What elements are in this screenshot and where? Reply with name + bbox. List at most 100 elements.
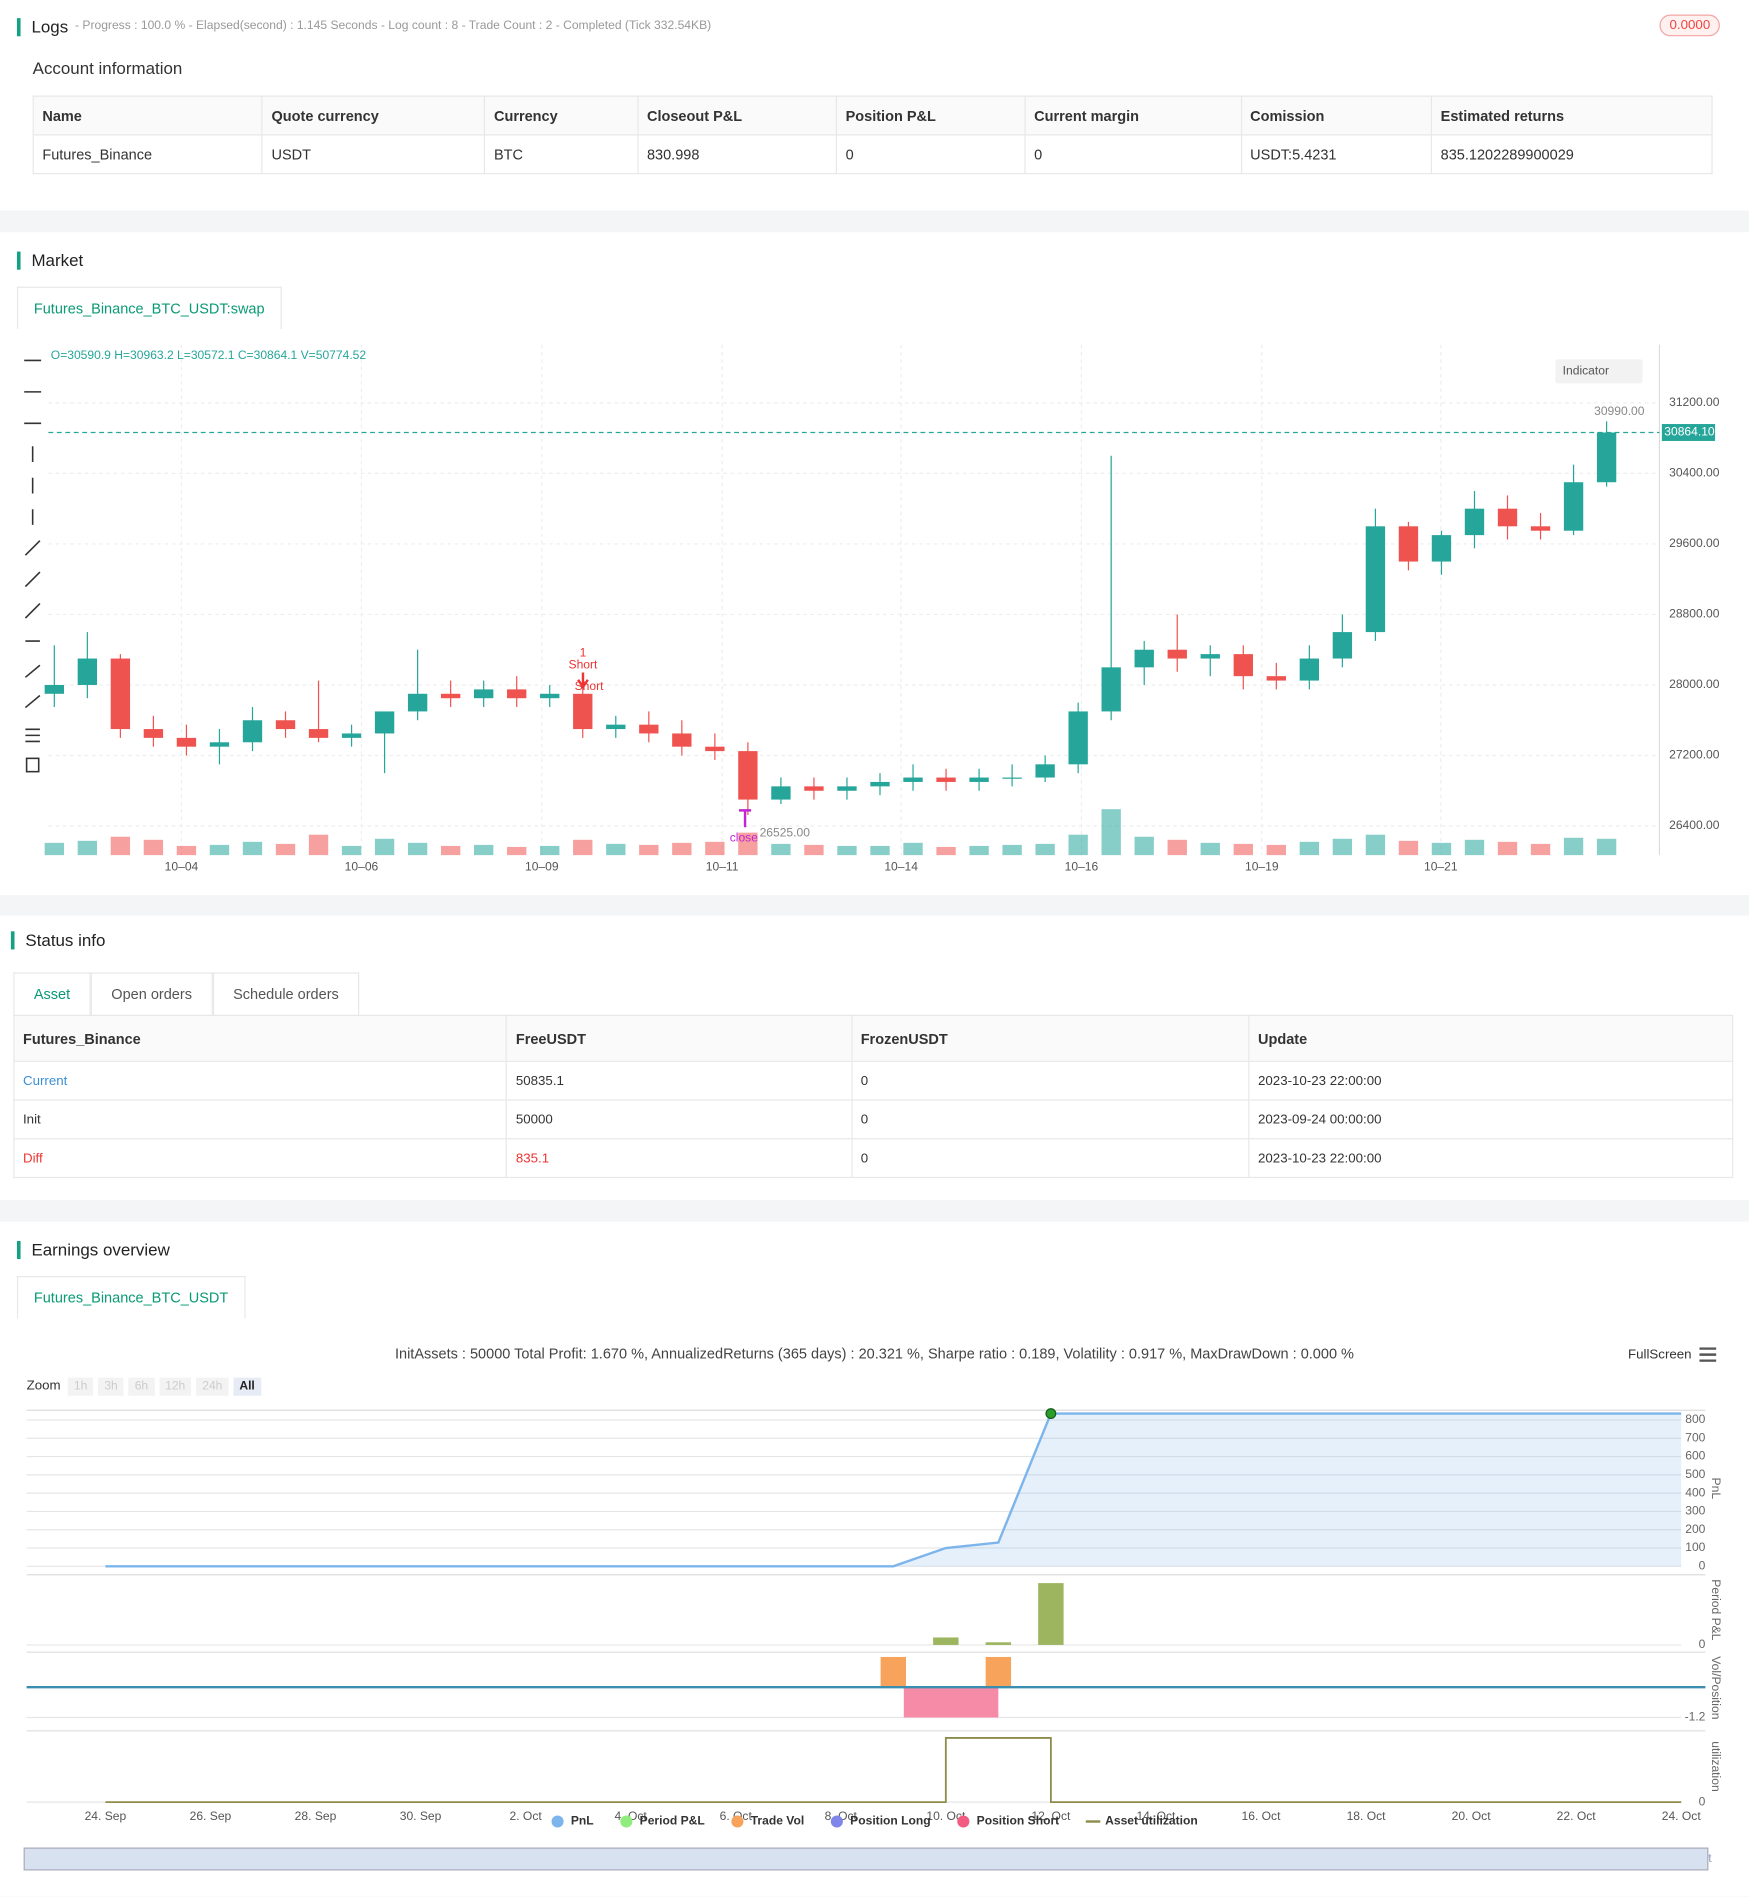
candle-body	[804, 786, 824, 791]
candle-body	[341, 733, 362, 738]
volume-bar	[1365, 834, 1386, 856]
market-tab[interactable]: Futures_Binance_BTC_USDT:swap	[16, 286, 282, 329]
candle-body	[1002, 777, 1022, 779]
status-tabs: Asset Open orders Schedule orders	[13, 972, 360, 1015]
legend-label[interactable]: Position Long	[850, 1814, 931, 1828]
tab[interactable]: Asset	[13, 972, 91, 1015]
volume-bar	[969, 845, 989, 856]
row: Init 50000 0 2023-09-24 00:00:00	[13, 1099, 1734, 1140]
volume-bar	[1266, 844, 1286, 856]
volume-bar	[936, 846, 956, 856]
candle-body	[738, 751, 758, 800]
volume-bar	[440, 845, 461, 856]
drawing-tools	[24, 359, 42, 773]
logs-summary: - Progress : 100.0 % - Elapsed(second) :…	[74, 19, 712, 33]
legend-symbol	[551, 1815, 564, 1828]
volume-bar	[1200, 842, 1220, 856]
zoom-button[interactable]: All	[233, 1377, 261, 1396]
last-price-label: 30864.10	[1664, 425, 1715, 439]
volume-bar	[1068, 834, 1088, 856]
market-title: Market	[16, 251, 83, 270]
volume-bar	[407, 842, 428, 856]
zoom-button[interactable]: 1h	[67, 1377, 94, 1396]
short-label: Short	[569, 657, 599, 671]
zoom-button[interactable]: 3h	[98, 1377, 124, 1396]
volume-bar	[1398, 840, 1419, 856]
header-row: Futures_Binance FreeUSDT FrozenUSDT Update	[13, 1014, 1734, 1062]
cell: USDT	[261, 134, 486, 175]
bar	[985, 1656, 1012, 1688]
cell: Diff	[13, 1138, 508, 1179]
account-title: Account information	[32, 58, 183, 78]
y-axis-title: Vol/Position	[1709, 1656, 1723, 1719]
x-tick-label: 10. Oct	[926, 1809, 966, 1823]
volume-bar	[308, 834, 329, 856]
menu-icon[interactable]	[1699, 1347, 1717, 1362]
volume-bar	[639, 844, 659, 856]
cell: 50000	[506, 1099, 853, 1140]
candle-body	[308, 729, 329, 738]
volume-bar	[903, 842, 923, 856]
y-tick-label: 300	[1685, 1504, 1705, 1518]
candle-body	[143, 729, 164, 738]
trade-count: 1	[580, 645, 587, 659]
status-title: Status info	[10, 931, 105, 950]
candle-body	[275, 720, 296, 730]
candle-body	[209, 742, 230, 747]
legend-label[interactable]: PnL	[571, 1814, 594, 1828]
cell: 835.1	[506, 1138, 853, 1179]
legend-label[interactable]: Asset utilization	[1105, 1814, 1198, 1828]
header-row: Name Quote currency Currency Closeout P&L Po…	[32, 95, 1713, 136]
zoom-button[interactable]: 24h	[196, 1377, 229, 1396]
legend-symbol	[620, 1815, 633, 1828]
header-cell: Name	[32, 95, 264, 136]
header-cell: Position P&L	[835, 95, 1026, 136]
header-cell: Quote currency	[261, 95, 486, 136]
volume-bar	[540, 845, 560, 856]
x-tick-label: 10–19	[1245, 859, 1279, 873]
candle-body	[1332, 632, 1353, 659]
tab[interactable]: Schedule orders	[212, 972, 360, 1015]
volume-bar	[870, 845, 890, 856]
volume-bar	[1497, 841, 1518, 856]
volume-bar	[77, 840, 98, 856]
legend-symbol	[957, 1815, 970, 1828]
volume-bar	[275, 843, 296, 856]
fullscreen[interactable]: FullScreen	[1627, 1347, 1692, 1362]
area-fill	[105, 1413, 1682, 1567]
volume-bar	[1167, 839, 1187, 856]
short-arrow	[577, 672, 589, 690]
legend-label[interactable]: Period P&L	[640, 1814, 705, 1828]
tab[interactable]: Open orders	[90, 972, 213, 1015]
cell: 830.998	[637, 134, 838, 175]
indicator-button[interactable]	[1555, 359, 1643, 384]
navigator[interactable]	[23, 1847, 1709, 1871]
candle-body	[1464, 508, 1485, 536]
cell: 0	[851, 1060, 1250, 1101]
bar	[933, 1637, 959, 1645]
volume-bar	[606, 843, 626, 856]
x-tick-label: 14. Oct	[1136, 1809, 1176, 1823]
y-tick-label: 200	[1685, 1522, 1705, 1536]
volume-bar	[1002, 844, 1022, 856]
candle-body	[1431, 535, 1452, 562]
candle-body	[1101, 667, 1121, 712]
earnings-tab[interactable]: Futures_Binance_BTC_USDT	[16, 1276, 246, 1319]
legend-label[interactable]: Trade Vol	[751, 1814, 804, 1828]
close-arrow	[739, 809, 752, 828]
zoom-button[interactable]: 12h	[159, 1377, 192, 1396]
zoom-button[interactable]: 6h	[128, 1377, 155, 1396]
x-tick-label: 24. Sep	[85, 1809, 127, 1823]
volume-bar	[1233, 843, 1253, 856]
candle-body	[1299, 658, 1320, 681]
volume-bar	[1431, 842, 1452, 856]
y-tick-label: 26400.00	[1669, 818, 1720, 832]
candle-body	[936, 777, 956, 782]
volume-bar	[242, 841, 263, 856]
legend-label[interactable]: Position Short	[977, 1814, 1060, 1828]
header-cell: Currency	[484, 95, 639, 136]
y-axis-title: Period P&L	[1709, 1579, 1723, 1640]
position-bar	[903, 1687, 999, 1718]
